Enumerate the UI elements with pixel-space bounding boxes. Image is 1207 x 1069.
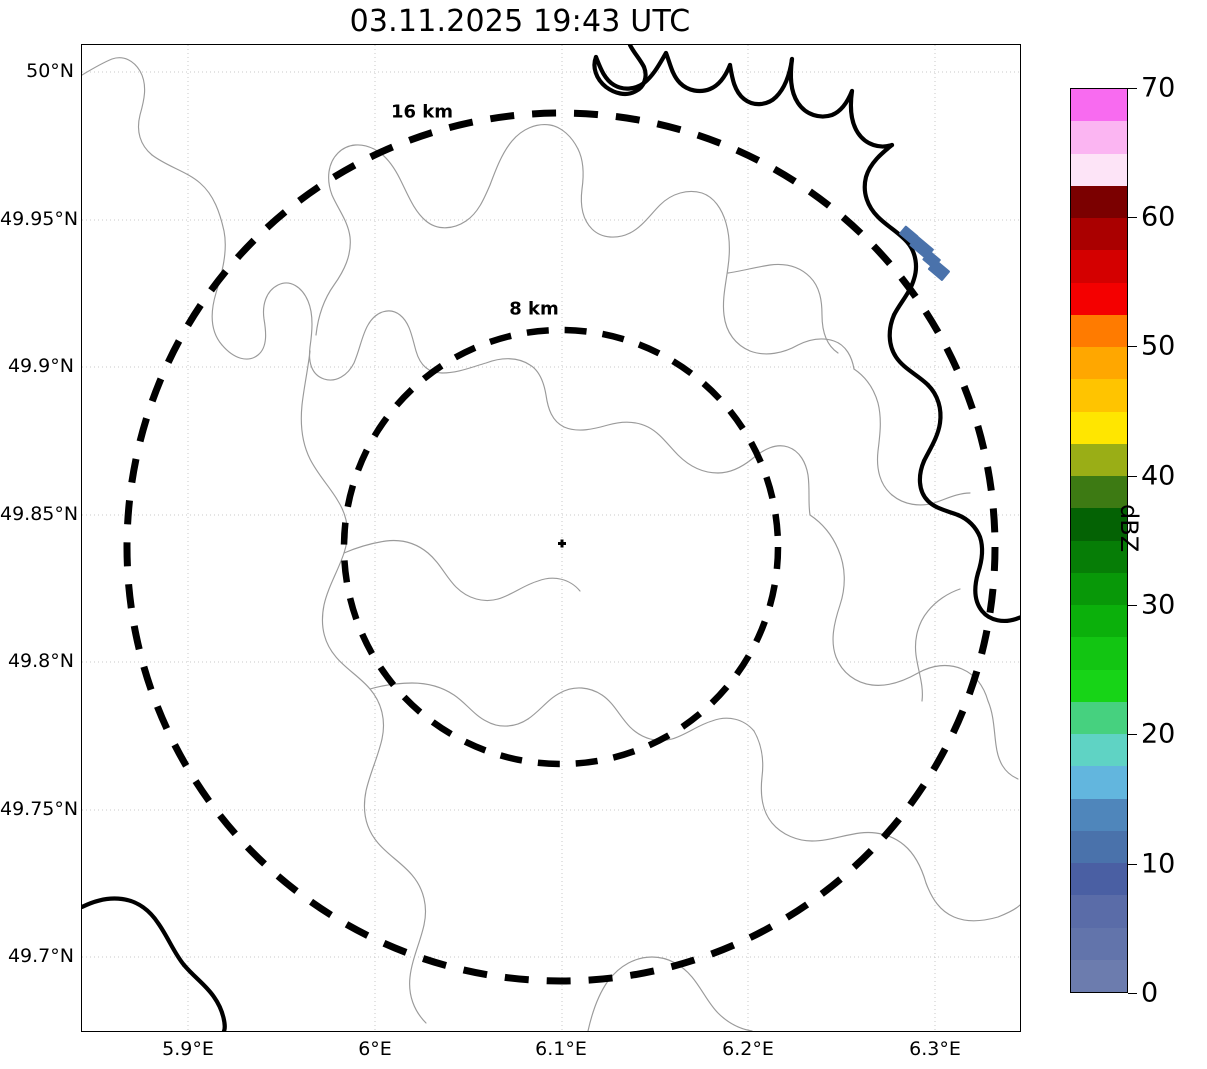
colorbar-band-25 <box>1071 636 1127 670</box>
radar-map-canvas <box>82 45 1020 1031</box>
cbar-tick-label-20: 20 <box>1141 718 1176 750</box>
colorbar-band-67.5 <box>1071 89 1127 122</box>
ytick-label-497N: 49.7°N <box>7 945 74 967</box>
colorbar-band-47.5 <box>1071 346 1127 380</box>
colorbar-band-15 <box>1071 765 1127 799</box>
cbar-tick-line-10 <box>1128 864 1137 865</box>
colorbar-band-57.5 <box>1071 217 1127 251</box>
ytick-label-4985N: 49.85°N <box>0 503 79 525</box>
colorbar-band-60 <box>1071 185 1127 218</box>
admin-boundaries <box>82 57 1020 1031</box>
colorbar-band-10 <box>1071 830 1127 863</box>
cbar-tick-label-10: 10 <box>1141 848 1176 880</box>
colorbar-band-12.5 <box>1071 797 1127 831</box>
cbar-tick-label-30: 30 <box>1141 589 1176 621</box>
colorbar-band-27.5 <box>1071 604 1127 638</box>
xtick-label-6E: 6°E <box>358 1038 392 1060</box>
ytick-label-4995N: 49.95°N <box>0 208 79 230</box>
plus-marker <box>558 539 566 548</box>
cbar-tick-label-50: 50 <box>1141 330 1176 362</box>
range-ring-16km <box>123 109 999 985</box>
cbar-tick-label-70: 70 <box>1141 72 1176 104</box>
colorbar-band-62.5 <box>1071 152 1127 186</box>
colorbar-band-0 <box>1071 959 1127 992</box>
ring-label-16km: 16 km <box>390 101 454 123</box>
cbar-tick-line-40 <box>1128 476 1137 477</box>
colorbar-band-42.5 <box>1071 410 1127 444</box>
radar-map-axes[interactable]: 16 km 8 km <box>81 44 1021 1032</box>
map-gridlines <box>82 45 1020 1031</box>
cbar-tick-line-50 <box>1128 346 1137 347</box>
colorbar-band-32.5 <box>1071 539 1127 573</box>
cbar-tick-label-0: 0 <box>1141 977 1159 1009</box>
colorbar-band-55 <box>1071 249 1127 283</box>
ytick-label-499N: 49.9°N <box>7 355 74 377</box>
xtick-label-61E: 6.1°E <box>535 1038 587 1060</box>
radar-echo-cells <box>899 225 950 281</box>
colorbar-band-40 <box>1071 443 1127 476</box>
ring-label-8km: 8 km <box>509 298 559 320</box>
colorbar-band-45 <box>1071 378 1127 412</box>
colorbar-band-22.5 <box>1071 668 1127 702</box>
colorbar[interactable] <box>1070 88 1128 993</box>
colorbar-band-52.5 <box>1071 281 1127 315</box>
colorbar-band-30 <box>1071 572 1127 605</box>
national-border <box>82 45 1020 1031</box>
ytick-label-50N: 50°N <box>26 60 74 82</box>
colorbar-band-37.5 <box>1071 475 1127 509</box>
colorbar-band-65 <box>1071 120 1127 154</box>
xtick-label-59E: 5.9°E <box>162 1038 214 1060</box>
colorbar-band-17.5 <box>1071 733 1127 767</box>
colorbar-band-20 <box>1071 701 1127 734</box>
ytick-label-498N: 49.8°N <box>7 650 74 672</box>
colorbar-band-50 <box>1071 314 1127 347</box>
ytick-label-4975N: 49.75°N <box>0 798 79 820</box>
colorbar-band-5 <box>1071 894 1127 928</box>
xtick-label-62E: 6.2°E <box>722 1038 774 1060</box>
cbar-tick-line-20 <box>1128 734 1137 735</box>
cbar-tick-line-70 <box>1128 88 1137 89</box>
xtick-label-63E: 6.3°E <box>909 1038 961 1060</box>
cbar-tick-line-60 <box>1128 217 1137 218</box>
range-ring-8km <box>340 326 782 768</box>
colorbar-axis-label: dBZ <box>1115 504 1143 553</box>
colorbar-band-2.5 <box>1071 926 1127 960</box>
cbar-tick-label-60: 60 <box>1141 201 1176 233</box>
cbar-tick-line-30 <box>1128 605 1137 606</box>
colorbar-band-7.5 <box>1071 862 1127 896</box>
cbar-tick-line-0 <box>1128 993 1137 994</box>
colorbar-band-35 <box>1071 507 1127 541</box>
cbar-tick-label-40: 40 <box>1141 460 1176 492</box>
range-rings <box>123 109 999 985</box>
page-title: 03.11.2025 19:43 UTC <box>349 4 691 39</box>
